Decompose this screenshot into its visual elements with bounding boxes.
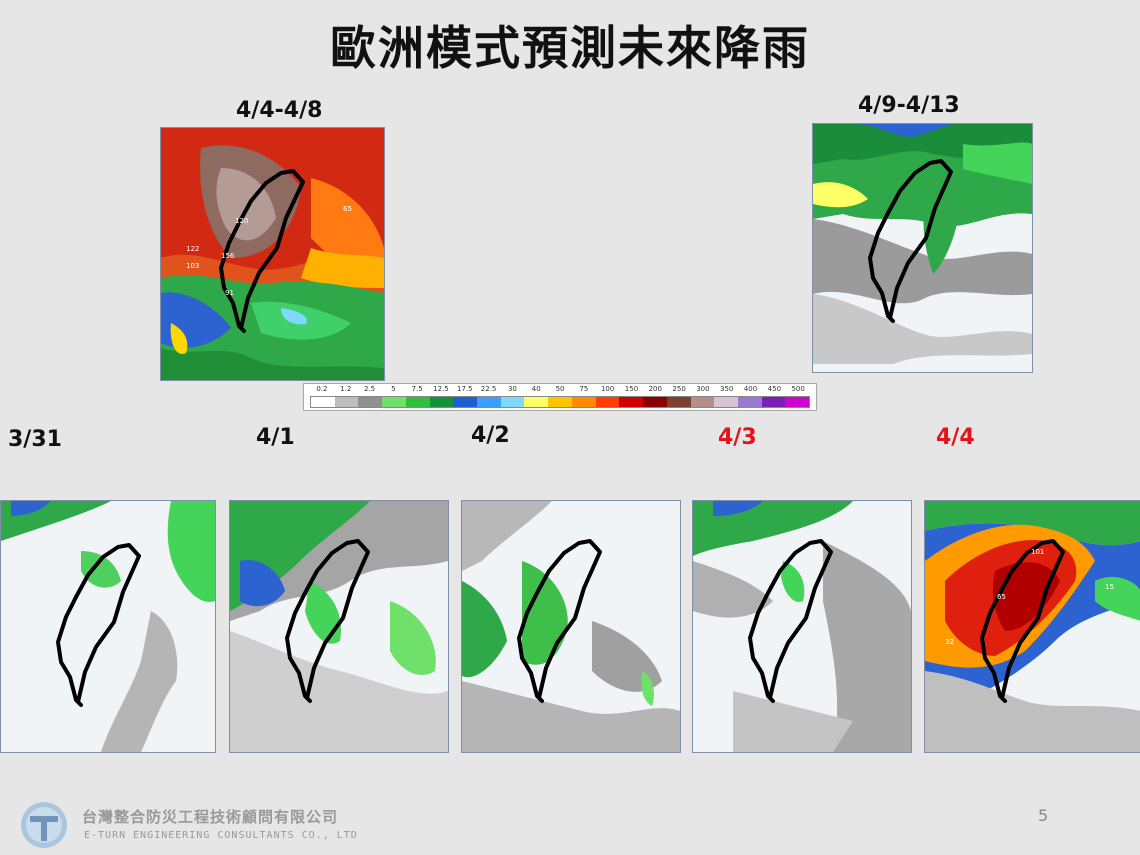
legend-tick: 7.5 <box>411 385 423 393</box>
daily-label-4-3: 4/3 <box>718 425 757 450</box>
legend-tick: 2.5 <box>363 385 376 393</box>
legend-tick: 400 <box>743 385 758 393</box>
legend-swatch <box>690 397 715 407</box>
accum-1-value-f: 91 <box>225 289 234 297</box>
accum-1-value-b: 122 <box>186 245 199 253</box>
slide-title: 歐洲模式預測未來降雨 <box>330 21 810 75</box>
legend-tick: 350 <box>720 385 734 393</box>
legend-swatch <box>643 397 667 407</box>
rainfall-legend: 0.2 1.2 2.5 5 7.5 12.5 17.5 22.5 30 40 50 75 100 150 2… <box>303 383 817 411</box>
legend-swatch <box>548 397 572 407</box>
legend-swatch <box>524 397 549 407</box>
legend-swatch <box>429 397 454 407</box>
legend-swatch <box>334 397 359 407</box>
daily-map-3-31 <box>0 500 216 753</box>
legend-swatch <box>571 397 596 407</box>
daily-4-4-value-b: 65 <box>997 593 1006 601</box>
legend-tick: 450 <box>767 385 782 393</box>
company-name-cn: 台灣整合防災工程技術顧問有限公司 <box>82 808 339 826</box>
legend-swatch <box>500 397 525 407</box>
legend-tick: 100 <box>600 385 615 393</box>
legend-tick: 40 <box>531 385 541 393</box>
daily-4-4-value-c: 32 <box>945 638 954 646</box>
daily-label-4-4: 4/4 <box>936 425 975 450</box>
legend-tick: 12.5 <box>433 385 449 393</box>
legend-tick: 5 <box>391 385 396 393</box>
legend-tick: 30 <box>507 385 517 393</box>
legend-swatch <box>358 397 383 407</box>
legend-tick: 0.2 <box>316 385 328 393</box>
legend-tick: 22.5 <box>480 385 497 393</box>
legend-tick: 500 <box>791 385 805 393</box>
accum-map-1: 65 122 103 156 120 91 <box>160 127 385 381</box>
daily-map-4-3 <box>692 500 912 753</box>
daily-label-4-2: 4/2 <box>471 423 510 448</box>
accum-map-2 <box>812 123 1033 373</box>
daily-4-4-value-d: 15 <box>1105 583 1114 591</box>
accum-1-value-e: 120 <box>235 217 248 225</box>
accum-label-2: 4/9-4/13 <box>858 93 960 118</box>
page-number: 5 <box>1038 806 1049 825</box>
legend-swatch <box>477 397 501 407</box>
accum-1-value-d: 156 <box>221 252 235 260</box>
legend-swatch <box>311 397 335 407</box>
legend-swatch <box>595 397 620 407</box>
accum-1-value-c: 103 <box>186 262 199 270</box>
accum-1-value-a: 65 <box>343 205 352 213</box>
legend-tick: 200 <box>648 385 662 393</box>
legend-ticks: 0.2 1.2 2.5 5 7.5 12.5 17.5 22.5 30 40 50 75 100 150 2… <box>310 385 810 395</box>
daily-label-4-1: 4/1 <box>256 425 295 450</box>
legend-tick: 17.5 <box>456 385 473 393</box>
daily-map-4-4: 101 65 32 15 <box>924 500 1140 753</box>
daily-map-4-1 <box>229 500 449 753</box>
legend-colorbar <box>310 396 810 408</box>
company-name-en: E-TURN ENGINEERING CONSULTANTS CO., LTD <box>84 830 358 841</box>
legend-tick: 1.2 <box>340 385 352 393</box>
legend-tick: 50 <box>555 385 565 393</box>
legend-swatch <box>382 397 406 407</box>
daily-map-4-2 <box>461 500 681 753</box>
legend-swatch <box>785 397 810 407</box>
legend-swatch <box>453 397 478 407</box>
company-logo <box>16 799 72 851</box>
accum-label-1: 4/4-4/8 <box>236 98 323 123</box>
legend-swatch <box>761 397 786 407</box>
legend-swatch <box>619 397 644 407</box>
daily-label-3-31: 3/31 <box>8 427 62 452</box>
legend-tick: 250 <box>672 385 686 393</box>
legend-swatch <box>714 397 738 407</box>
legend-tick: 300 <box>696 385 710 393</box>
legend-swatch <box>737 397 762 407</box>
legend-swatch <box>666 397 691 407</box>
legend-tick: 150 <box>624 385 639 393</box>
daily-4-4-value-a: 101 <box>1031 548 1044 556</box>
legend-tick: 75 <box>579 385 589 393</box>
legend-swatch <box>405 397 430 407</box>
